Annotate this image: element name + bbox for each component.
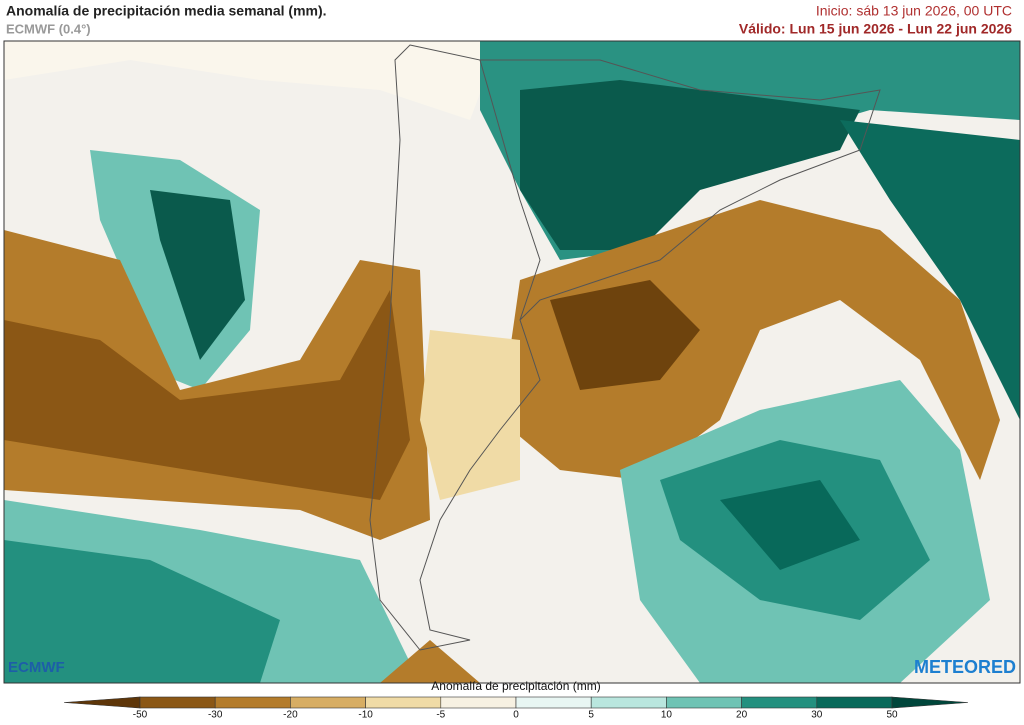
colorbar-extend-high	[891, 696, 969, 709]
logo-ecmwf: ECMWF	[8, 659, 65, 676]
colorbar-bin	[440, 696, 517, 709]
colorbar-bin	[365, 696, 442, 709]
colorbar-bin	[590, 696, 667, 709]
colorbar-tick-label: -20	[283, 710, 298, 720]
colorbar-bin	[139, 696, 216, 709]
title: Anomalía de precipitación media semanal …	[6, 3, 327, 19]
colorbar-tick-label: -30	[208, 710, 223, 720]
valid-time: Válido: Lun 15 jun 2026 - Lun 22 jun 202…	[739, 21, 1012, 37]
colorbar-bin	[816, 696, 893, 709]
colorbar-tick-label: 20	[736, 710, 748, 720]
colorbar-title: Anomalía de precipitación (mm)	[431, 679, 600, 693]
colorbar-tick-label: -50	[133, 710, 148, 720]
colorbar-bin	[666, 696, 742, 709]
init-time: Inicio: sáb 13 jun 2026, 00 UTC	[816, 3, 1012, 19]
colorbar: Anomalía de precipitación (mm) -50 -30 -20…	[63, 679, 969, 721]
colorbar-bin	[515, 696, 592, 709]
model: ECMWF (0.4°)	[6, 21, 91, 36]
colorbar-bin	[290, 696, 366, 709]
colorbar-tick-label: -5	[436, 710, 445, 720]
colorbar-tick-label: 30	[811, 710, 823, 720]
colorbar-tick-label: -10	[358, 710, 373, 720]
colorbar-extend-low	[63, 696, 141, 709]
colorbar-tick-label: 50	[886, 710, 898, 720]
colorbar-bin	[214, 696, 291, 709]
logo-meteored: METEORED	[914, 657, 1016, 677]
colorbar-tick-label: 10	[661, 710, 673, 720]
colorbar-bin	[741, 696, 818, 709]
colorbar-tick-label: 5	[588, 710, 594, 720]
map: ECMWF METEORED	[3, 40, 1021, 684]
colorbar-tick-label: 0	[513, 710, 519, 720]
